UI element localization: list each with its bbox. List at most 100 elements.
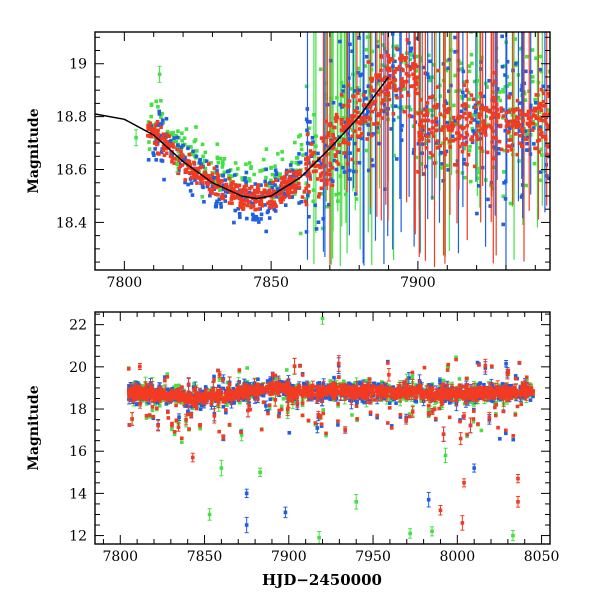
top-red-point: [210, 187, 214, 192]
top-red-point: [316, 194, 321, 199]
top-red-point: [438, 143, 442, 148]
top-blue-point: [341, 84, 346, 89]
top-green-point: [480, 55, 484, 60]
top-red-point: [146, 133, 150, 138]
top-red-point: [411, 62, 415, 66]
top-blue-point: [445, 120, 449, 125]
top-red-point: [149, 134, 154, 139]
top-green-point: [294, 180, 299, 185]
top-red-point: [300, 195, 305, 199]
bottom-red-point: [493, 405, 497, 410]
top-green-point: [395, 44, 399, 49]
bottom-blue-point: [362, 400, 367, 405]
top-red-point: [470, 135, 475, 139]
top-green-point: [334, 192, 338, 197]
top-red-point: [161, 144, 166, 149]
top-blue-point: [392, 76, 396, 80]
top-red-point: [229, 197, 234, 201]
top-red-point: [356, 91, 360, 95]
top-green-point: [426, 108, 431, 112]
top-red-point: [172, 161, 176, 165]
top-blue-point: [221, 183, 226, 187]
top-red-point: [172, 156, 177, 161]
top-blue-point: [311, 140, 315, 144]
top-blue-point: [213, 175, 217, 180]
top-green-point: [218, 156, 223, 161]
top-green-point: [165, 129, 170, 134]
bottom-green-point: [144, 416, 149, 420]
top-blue-point: [223, 178, 228, 182]
top-blue-point: [343, 120, 347, 125]
top-red-point: [284, 170, 289, 175]
top-green-point: [403, 21, 407, 25]
top-red-point: [262, 190, 266, 194]
top-blue-point: [162, 177, 166, 182]
top-blue-point: [421, 65, 426, 70]
top-blue-point: [181, 143, 185, 148]
bottom-green-point: [422, 387, 427, 392]
top-red-point: [383, 86, 387, 90]
top-panel: 7800 7850 7900 18.4 18.6 18.8 19 Magnitude: [26, 21, 551, 291]
top-red-point: [477, 115, 482, 120]
top-red-point: [187, 159, 192, 164]
bottom-red-point: [513, 413, 518, 417]
top-green-point: [502, 64, 507, 68]
top-green-point: [484, 114, 489, 119]
top-red-point: [400, 67, 405, 72]
top-blue-point: [383, 187, 387, 191]
bottom-blue-point: [163, 375, 167, 379]
top-green-point: [381, 43, 385, 47]
top-red-point: [482, 130, 487, 135]
top-red-point: [221, 192, 225, 197]
bottom-red-point: [338, 385, 342, 389]
bottom-blue-point: [387, 401, 392, 405]
top-red-point: [192, 175, 196, 180]
top-red-point: [231, 180, 235, 184]
top-blue-point: [389, 127, 393, 131]
top-red-point: [161, 148, 166, 153]
top-red-point: [191, 171, 195, 175]
bottom-blue-point: [217, 384, 221, 389]
top-red-point: [279, 188, 284, 193]
top-blue-point: [239, 195, 244, 199]
top-red-point: [334, 112, 339, 117]
top-red-point: [282, 195, 287, 199]
top-red-point: [485, 108, 489, 113]
top-blue-point: [304, 117, 309, 122]
top-red-point: [449, 128, 454, 133]
top-red-point: [416, 170, 420, 174]
bottom-green-point: [457, 377, 462, 381]
bottom-blue-point: [522, 395, 526, 400]
top-red-point: [227, 201, 232, 205]
top-green-point: [440, 166, 445, 170]
top-green-point: [236, 167, 240, 171]
top-red-point: [156, 128, 160, 133]
top-red-point: [434, 128, 439, 133]
top-blue-point: [464, 140, 469, 145]
top-blue-point: [501, 222, 506, 227]
top-green-point: [356, 66, 361, 71]
bottom-blue-point: [443, 399, 447, 403]
top-green-point: [215, 142, 220, 146]
top-blue-point: [472, 118, 477, 122]
top-green-point: [507, 82, 512, 86]
top-red-point: [170, 159, 174, 164]
top-red-point: [253, 200, 257, 204]
top-red-point: [246, 193, 250, 197]
top-green-point: [264, 147, 269, 151]
top-blue-point: [475, 211, 479, 216]
top-red-point: [519, 109, 523, 113]
top-red-point: [212, 166, 217, 171]
top-blue-point: [304, 230, 309, 234]
top-green-point: [433, 97, 437, 102]
top-green-point: [466, 90, 471, 95]
top-green-point: [427, 78, 432, 83]
top-blue-point: [237, 215, 242, 219]
top-red-point: [330, 183, 335, 188]
top-blue-point: [434, 120, 439, 124]
top-green-point: [307, 126, 311, 131]
top-green-point: [422, 124, 427, 128]
top-red-point: [152, 129, 156, 133]
top-green-point: [202, 158, 207, 163]
top-red-point: [538, 101, 543, 106]
